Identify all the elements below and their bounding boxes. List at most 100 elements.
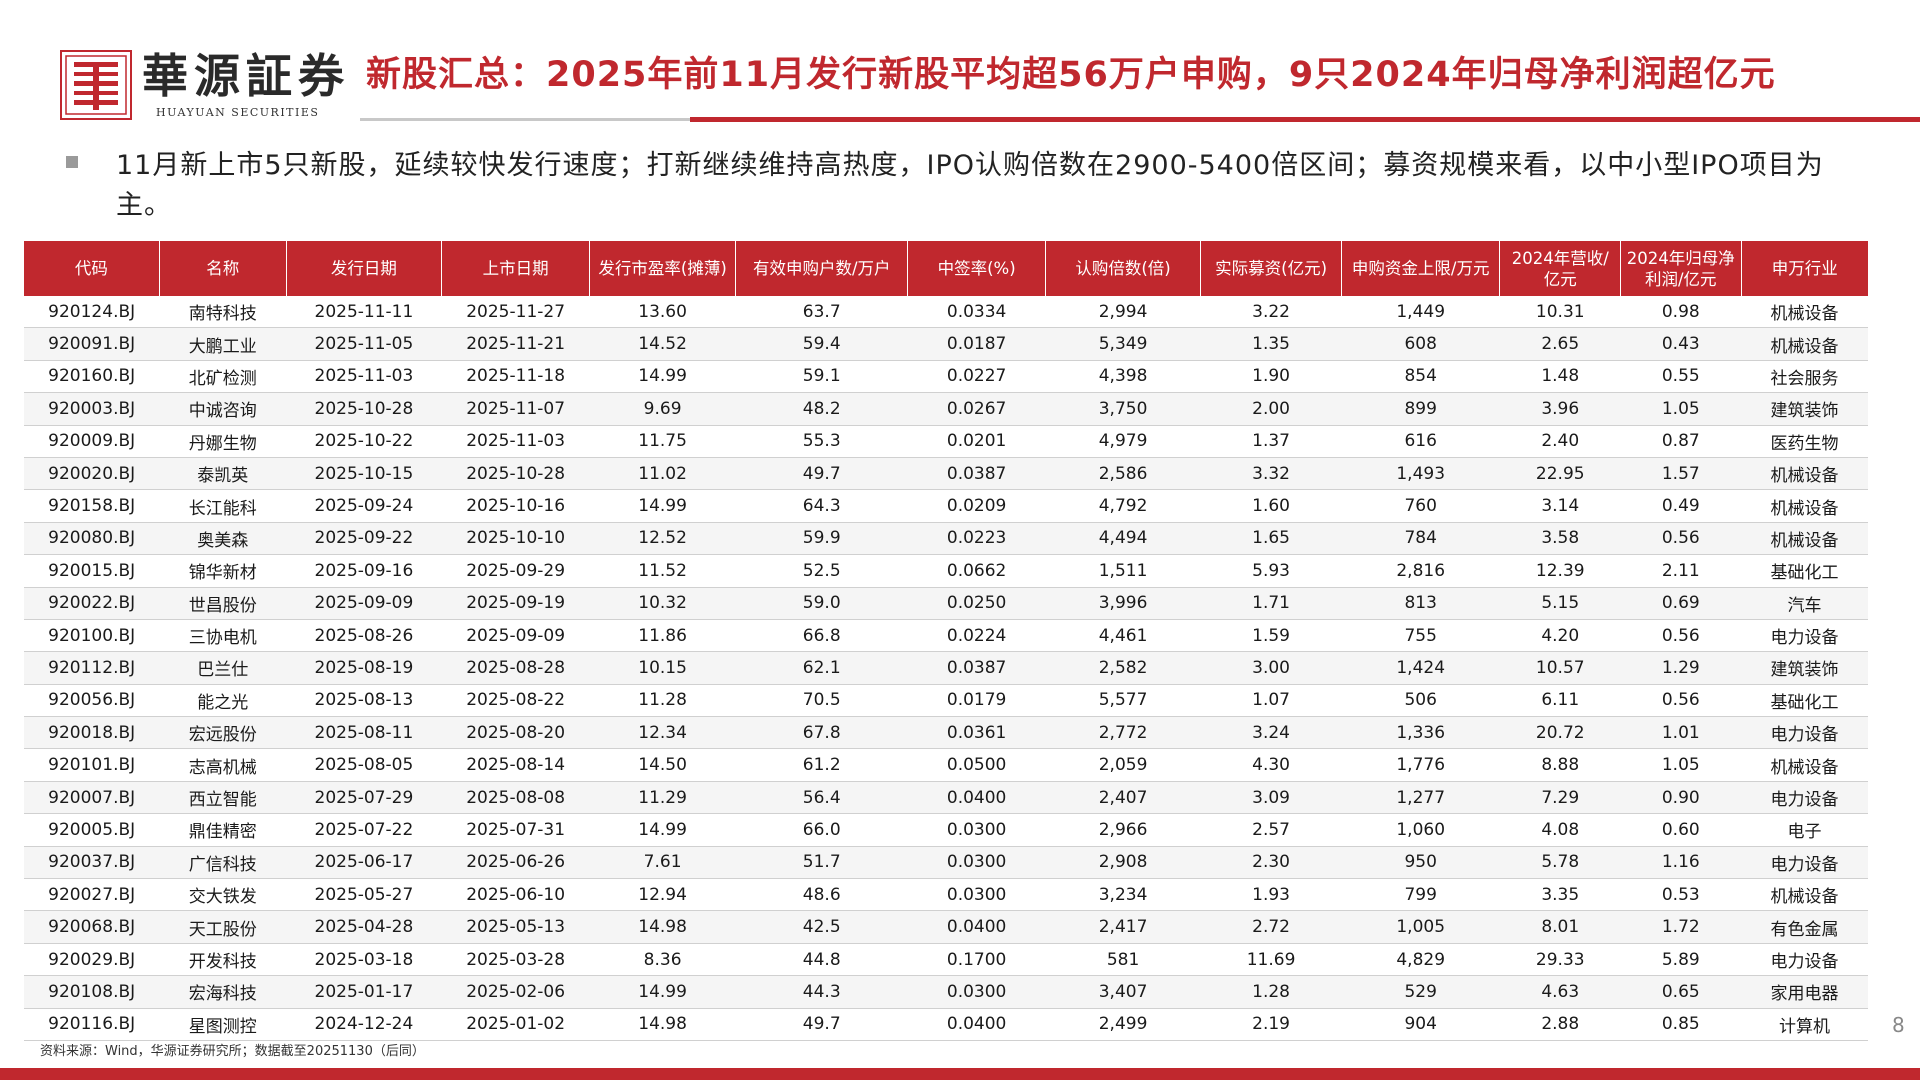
table-cell: 8.88 bbox=[1499, 748, 1621, 782]
table-cell: 44.8 bbox=[735, 943, 908, 977]
table-cell: 920027.BJ bbox=[24, 878, 160, 912]
table-cell: 2025-10-28 bbox=[441, 457, 590, 491]
table-cell: 0.0400 bbox=[907, 781, 1046, 815]
table-cell: 920116.BJ bbox=[24, 1008, 160, 1041]
table-cell: 10.15 bbox=[589, 651, 736, 685]
table-cell: 1.60 bbox=[1200, 489, 1342, 523]
brand-name-en: HUAYUAN SECURITIES bbox=[156, 106, 320, 119]
table-cell: 鼎佳精密 bbox=[159, 813, 287, 847]
table-cell: 920009.BJ bbox=[24, 425, 160, 458]
table-cell: 920022.BJ bbox=[24, 587, 160, 620]
table-cell: 2,407 bbox=[1045, 781, 1201, 815]
table-cell: 2025-01-17 bbox=[286, 975, 442, 1009]
table-cell: 机械设备 bbox=[1741, 748, 1868, 782]
table-row: 920116.BJ 星图测控 2024-12-24 2025-01-02 14.98 49… bbox=[24, 1008, 1868, 1041]
table-cell: 59.9 bbox=[735, 522, 908, 556]
table-cell: 22.95 bbox=[1499, 457, 1621, 491]
table-row: 920020.BJ 泰凯英 2025-10-15 2025-10-28 11.02 49.… bbox=[24, 457, 1868, 491]
table-cell: 0.0300 bbox=[907, 813, 1046, 847]
table-cell: 70.5 bbox=[735, 684, 908, 718]
table-cell: 1.28 bbox=[1200, 975, 1342, 1009]
table-cell: 丹娜生物 bbox=[159, 425, 287, 458]
table-cell: 920080.BJ bbox=[24, 522, 160, 556]
table-cell: 0.0201 bbox=[907, 425, 1046, 458]
table-cell: 2,059 bbox=[1045, 748, 1201, 782]
table-cell: 星图测控 bbox=[159, 1008, 287, 1041]
bullet-square-icon bbox=[66, 156, 78, 168]
table-cell: 5,577 bbox=[1045, 684, 1201, 718]
table-cell: 1.07 bbox=[1200, 684, 1342, 718]
table-cell: 10.31 bbox=[1499, 296, 1621, 329]
table-cell: 11.29 bbox=[589, 781, 736, 815]
table-cell: 5.89 bbox=[1620, 943, 1742, 977]
table-cell: 3.22 bbox=[1200, 296, 1342, 329]
table-cell: 2025-03-28 bbox=[441, 943, 590, 977]
table-cell: 12.39 bbox=[1499, 554, 1621, 588]
table-cell: 2.57 bbox=[1200, 813, 1342, 847]
table-cell: 2025-04-28 bbox=[286, 910, 442, 944]
table-cell: 2025-09-16 bbox=[286, 554, 442, 588]
table-cell: 1.93 bbox=[1200, 878, 1342, 912]
table-cell: 2.00 bbox=[1200, 392, 1342, 426]
table-cell: 14.99 bbox=[589, 813, 736, 847]
table-cell: 0.0267 bbox=[907, 392, 1046, 426]
table-cell: 2025-11-11 bbox=[286, 296, 442, 329]
table-cell: 920068.BJ bbox=[24, 910, 160, 944]
table-cell: 泰凯英 bbox=[159, 457, 287, 491]
table-cell: 2025-09-29 bbox=[441, 554, 590, 588]
table-cell: 3.58 bbox=[1499, 522, 1621, 556]
table-cell: 2025-10-16 bbox=[441, 489, 590, 523]
table-cell: 63.7 bbox=[735, 296, 908, 329]
table-cell: 2025-06-17 bbox=[286, 846, 442, 880]
table-cell: 有色金属 bbox=[1741, 910, 1868, 944]
table-cell: 799 bbox=[1341, 878, 1500, 912]
table-cell: 锦华新材 bbox=[159, 554, 287, 588]
column-header: 名称 bbox=[159, 241, 287, 296]
table-cell: 1.29 bbox=[1620, 651, 1742, 685]
table-cell: 2025-11-05 bbox=[286, 327, 442, 361]
table-cell: 0.0300 bbox=[907, 846, 1046, 880]
table-cell: 0.85 bbox=[1620, 1008, 1742, 1041]
table-cell: 0.0334 bbox=[907, 296, 1046, 329]
table-cell: 0.53 bbox=[1620, 878, 1742, 912]
table-cell: 巴兰仕 bbox=[159, 651, 287, 685]
table-cell: 0.0209 bbox=[907, 489, 1046, 523]
table-cell: 宏远股份 bbox=[159, 716, 287, 750]
table-row: 920056.BJ 能之光 2025-08-13 2025-08-22 11.28 70.… bbox=[24, 684, 1868, 718]
table-cell: 1.35 bbox=[1200, 327, 1342, 361]
table-cell: 3.32 bbox=[1200, 457, 1342, 491]
column-header: 申购资金上限/万元 bbox=[1341, 241, 1501, 296]
table-row: 920108.BJ 宏海科技 2025-01-17 2025-02-06 14.99 44… bbox=[24, 975, 1868, 1009]
table-cell: 2.72 bbox=[1200, 910, 1342, 944]
table-cell: 0.69 bbox=[1620, 587, 1742, 620]
table-cell: 11.86 bbox=[589, 619, 736, 653]
table-cell: 48.6 bbox=[735, 878, 908, 912]
table-cell: 交大铁发 bbox=[159, 878, 287, 912]
table-cell: 电力设备 bbox=[1741, 781, 1868, 815]
table-cell: 0.56 bbox=[1620, 684, 1742, 718]
table-cell: 5.78 bbox=[1499, 846, 1621, 880]
table-cell: 0.87 bbox=[1620, 425, 1742, 458]
table-cell: 西立智能 bbox=[159, 781, 287, 815]
table-cell: 2,816 bbox=[1341, 554, 1500, 588]
table-cell: 616 bbox=[1341, 425, 1500, 458]
table-row: 920009.BJ 丹娜生物 2025-10-22 2025-11-03 11.75 55… bbox=[24, 425, 1868, 458]
table-cell: 电力设备 bbox=[1741, 619, 1868, 653]
table-cell: 920015.BJ bbox=[24, 554, 160, 588]
table-cell: 开发科技 bbox=[159, 943, 287, 977]
table-cell: 62.1 bbox=[735, 651, 908, 685]
table-row: 920003.BJ 中诚咨询 2025-10-28 2025-11-07 9.69 48.… bbox=[24, 392, 1868, 426]
table-cell: 电力设备 bbox=[1741, 716, 1868, 750]
table-cell: 0.0387 bbox=[907, 651, 1046, 685]
table-cell: 2025-05-27 bbox=[286, 878, 442, 912]
table-cell: 608 bbox=[1341, 327, 1500, 361]
table-cell: 2025-07-22 bbox=[286, 813, 442, 847]
table-cell: 家用电器 bbox=[1741, 975, 1868, 1009]
table-cell: 机械设备 bbox=[1741, 522, 1868, 556]
table-cell: 920056.BJ bbox=[24, 684, 160, 718]
table-cell: 56.4 bbox=[735, 781, 908, 815]
table-cell: 广信科技 bbox=[159, 846, 287, 880]
table-cell: 66.8 bbox=[735, 619, 908, 653]
table-cell: 2,994 bbox=[1045, 296, 1201, 329]
title-divider-red bbox=[690, 117, 1920, 122]
